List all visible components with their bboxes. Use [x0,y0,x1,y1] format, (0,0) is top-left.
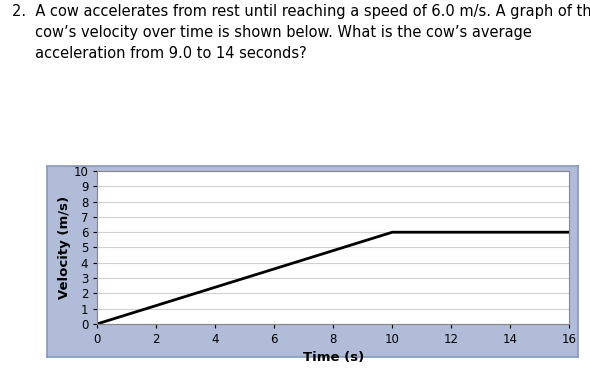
Text: 2.  A cow accelerates from rest until reaching a speed of 6.0 m/s. A graph of th: 2. A cow accelerates from rest until rea… [12,4,590,61]
X-axis label: Time (s): Time (s) [303,351,364,364]
Y-axis label: Velocity (m/s): Velocity (m/s) [58,196,71,299]
